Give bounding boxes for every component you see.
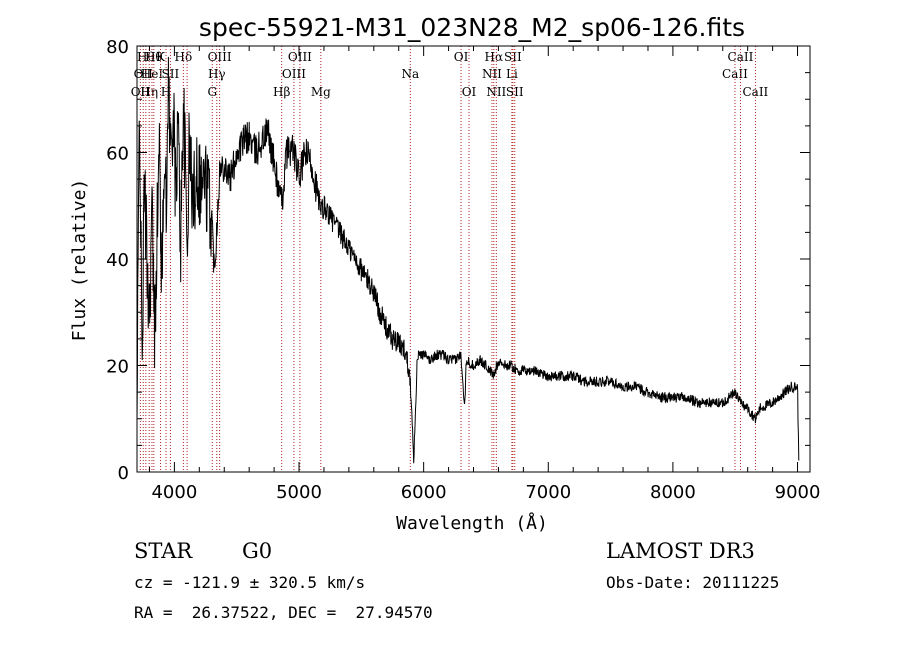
line-label-8: SII (162, 67, 180, 81)
line-label-18: Na (401, 67, 419, 81)
line-label-26: SII (506, 85, 524, 99)
line-label-23: NII (486, 85, 506, 99)
redshift-velocity: cz = -121.9 ± 320.5 km/s (134, 573, 366, 592)
line-label-14: Hβ (273, 85, 290, 99)
line-label-11: G (207, 85, 217, 99)
line-label-22: Hα (485, 50, 504, 64)
observation-date: Obs-Date: 20111225 (606, 573, 780, 592)
line-label-28: CaII (728, 50, 754, 64)
data-layer (136, 56, 800, 464)
line-label-15: OIII (282, 67, 306, 81)
x-tick-label-1: 5000 (276, 482, 322, 503)
line-label-3: Hη (140, 85, 158, 99)
line-label-17: Mg (311, 85, 331, 99)
line-label-2: Hθ (137, 50, 155, 64)
x-tick-label-0: 4000 (151, 482, 197, 503)
line-label-20: OI (462, 85, 477, 99)
line-label-9: Hδ (175, 50, 193, 64)
y-tick-label-4: 80 (106, 37, 129, 58)
line-label-6: K (156, 50, 166, 64)
y-tick-label-2: 40 (106, 250, 129, 271)
line-label-24: Li (506, 67, 518, 81)
y-tick-label-1: 20 (106, 357, 129, 378)
spectral-line-markers: OIIOIIHθHηHeIHθKHSIIHδGHγOIIIHβOIIIOIIIM… (131, 46, 769, 472)
line-label-12: Hγ (208, 67, 226, 81)
line-label-7: H (161, 85, 171, 99)
x-tick-label-3: 7000 (525, 482, 571, 503)
x-tick-label-2: 6000 (401, 482, 447, 503)
survey-name: LAMOST DR3 (606, 539, 755, 563)
line-label-25: SII (504, 50, 522, 64)
chart-title: spec-55921-M31_023N28_M2_sp06-126.fits (199, 13, 745, 42)
line-label-29: CaII (742, 85, 768, 99)
y-axis-label: Flux (relative) (69, 179, 90, 342)
x-tick-label-5: 9000 (775, 482, 821, 503)
line-label-21: NII (482, 67, 502, 81)
plot-frame (136, 45, 811, 473)
x-tick-label-4: 8000 (650, 482, 696, 503)
axis-layer: 4000 5000 6000 7000 8000 9000 0 20 40 60 80 (106, 37, 820, 503)
coordinates: RA = 26.37522, DEC = 27.94570 (134, 603, 433, 622)
line-label-4: HeI (141, 67, 164, 81)
y-tick-label-0: 0 (118, 463, 129, 484)
object-subclass: G0 (242, 539, 273, 563)
line-label-13: OIII (208, 50, 232, 64)
line-label-16: OIII (288, 50, 312, 64)
line-label-5: Hθ (145, 50, 163, 64)
x-axis-label: Wavelength (Å) (396, 512, 548, 534)
object-class: STAR (134, 539, 193, 563)
line-label-19: OI (454, 50, 469, 64)
line-label-27: CaII (722, 67, 748, 81)
y-tick-label-3: 60 (106, 144, 129, 165)
line-label-1: OII (134, 67, 154, 81)
series-flux (136, 56, 800, 464)
